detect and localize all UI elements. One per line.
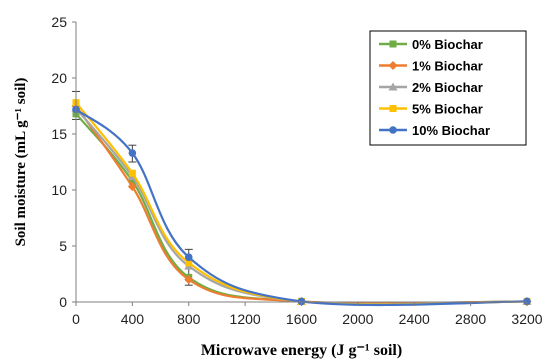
x-tick-label: 800 [177, 311, 201, 327]
legend-marker [389, 105, 397, 112]
legend-marker [389, 126, 397, 134]
legend-label: 2% Biochar [412, 80, 483, 95]
legend-label: 0% Biochar [412, 37, 483, 52]
y-tick-label: 25 [51, 14, 67, 30]
x-tick-label: 1200 [230, 311, 261, 327]
x-tick-label: 0 [72, 311, 80, 327]
x-tick-label: 2800 [455, 311, 486, 327]
y-tick-label: 0 [59, 294, 67, 310]
plot-area [71, 90, 532, 307]
x-tick-label: 2400 [399, 311, 430, 327]
legend-label: 1% Biochar [412, 59, 483, 74]
legend: 0% Biochar 1% Biochar 2% Biochar 5% Biochar… [369, 30, 527, 146]
y-axis-title: Soil moisture (mL g⁻¹ soil) [13, 78, 29, 247]
data-point-10pct-biochar [128, 149, 137, 157]
legend-marker [389, 40, 397, 48]
y-tick-label: 5 [59, 238, 67, 254]
x-tick-label: 3200 [511, 311, 542, 327]
data-point-1pct-biochar [184, 275, 194, 285]
series-line-10pct-biochar [75, 108, 528, 307]
x-tick-label: 400 [121, 311, 145, 327]
data-point-10pct-biochar [297, 297, 306, 306]
y-tick-label: 15 [51, 126, 67, 142]
y-tick-label: 20 [51, 70, 67, 86]
x-tick-label: 1600 [286, 311, 317, 327]
data-point-0pct-biochar [128, 177, 136, 185]
x-axis-title: Microwave energy (J g⁻¹ soil) [201, 342, 402, 359]
axes: 0 5 10 15 20 25 0 400 800 1200 1600 2000 2400 2800 320… [13, 14, 543, 359]
data-point-1pct-biochar [127, 182, 137, 192]
legend-marker [388, 61, 398, 70]
legend-marker [388, 82, 398, 91]
x-tick-label: 2000 [342, 311, 373, 327]
data-point-5pct-biochar [185, 259, 193, 267]
legend-label: 5% Biochar [412, 102, 483, 117]
y-tick-label: 10 [51, 182, 67, 198]
legend-label: 10% Biochar [412, 123, 490, 138]
data-point-5pct-biochar [128, 169, 136, 177]
data-point-10pct-biochar [523, 297, 531, 306]
data-point-10pct-biochar [184, 253, 193, 261]
